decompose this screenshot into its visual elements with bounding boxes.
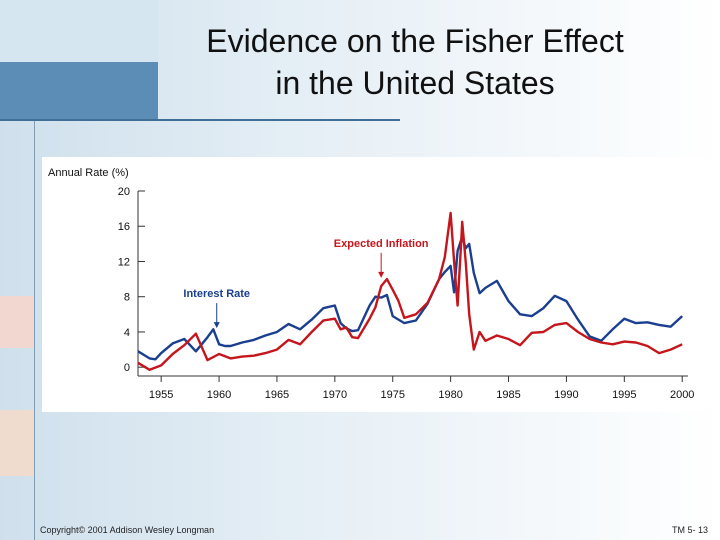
y-tick-label: 8 — [124, 292, 130, 304]
expected-inflation-line — [137, 211, 683, 372]
y-tick-label: 16 — [118, 221, 130, 233]
decorative-vertical-rule — [34, 120, 35, 540]
expected-inflation-annotation-arrowhead — [378, 271, 385, 278]
x-tick-label: 1970 — [323, 389, 347, 401]
x-tick-label: 1960 — [207, 389, 231, 401]
y-axis-label: Annual Rate (%) — [48, 167, 129, 179]
x-tick-label: 1980 — [438, 389, 462, 401]
x-tick-label: 1995 — [612, 389, 636, 401]
x-tick-label: 1965 — [265, 389, 289, 401]
decorative-panel-top — [0, 0, 158, 62]
slide-title-line-1: Evidence on the Fisher Effect — [206, 23, 624, 59]
x-tick-label: 1990 — [554, 389, 578, 401]
chart-panel: Annual Rate (%) 0 4 8 12 16 20 1955 1960 1965 197… — [42, 157, 708, 412]
y-tick-label: 4 — [124, 327, 130, 339]
decorative-block — [0, 410, 34, 476]
slide-title: Evidence on the Fisher Effect in the Uni… — [150, 20, 680, 104]
y-tick-label: 20 — [118, 186, 130, 198]
x-tick-label: 1955 — [149, 389, 173, 401]
x-tick-label: 1985 — [496, 389, 520, 401]
title-underline — [0, 119, 400, 121]
interest-rate-annotation: Interest Rate — [183, 288, 250, 300]
y-tick-label: 12 — [118, 256, 130, 268]
decorative-block — [0, 296, 34, 348]
slide-title-line-2: in the United States — [275, 65, 555, 101]
fisher-effect-chart: Annual Rate (%) 0 4 8 12 16 20 1955 1960 1965 197… — [48, 167, 694, 401]
decorative-bar — [0, 62, 158, 120]
y-tick-label: 0 — [124, 362, 130, 374]
copyright-notice: Copyright© 2001 Addison Wesley Longman — [40, 525, 215, 535]
page-label: TM 5- 13 — [671, 525, 708, 535]
x-tick-label: 2000 — [670, 389, 694, 401]
expected-inflation-annotation: Expected Inflation — [334, 238, 429, 250]
interest-rate-line — [137, 235, 684, 361]
x-tick-label: 1975 — [380, 389, 404, 401]
interest-rate-annotation-arrowhead — [213, 322, 220, 329]
